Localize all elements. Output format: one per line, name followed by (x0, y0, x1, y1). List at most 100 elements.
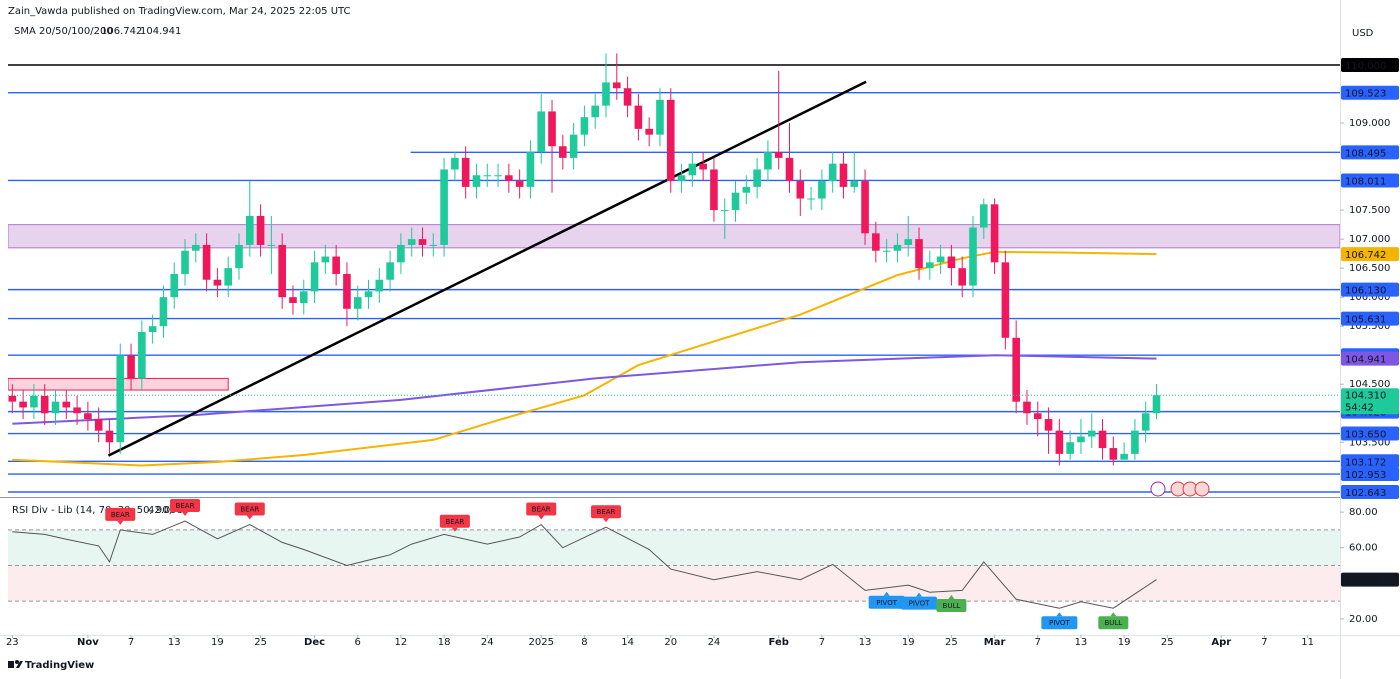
candle-body (1141, 413, 1150, 431)
signal-box (590, 505, 621, 519)
price-tag: 106.742 (1341, 247, 1399, 262)
sma-line (12, 354, 1157, 425)
x-tick-label: 7 (1035, 637, 1041, 648)
candle-body (1077, 436, 1085, 443)
signal-pointer (117, 520, 124, 525)
x-tick-label: 8 (581, 637, 587, 648)
candle-body (494, 175, 502, 177)
candle-body (623, 88, 632, 106)
signal: BEAR (105, 507, 136, 525)
signal-label: BEAR (240, 506, 259, 514)
candle-body (580, 117, 589, 135)
signal-pointer (602, 518, 609, 523)
price-tag-box (1341, 247, 1399, 262)
x-tick-label: 19 (211, 637, 224, 648)
rsi-band (8, 565, 1340, 602)
candle-body (1131, 430, 1139, 454)
signal-box (868, 595, 905, 609)
signal-label: BEAR (111, 511, 130, 519)
candle-body (105, 430, 114, 443)
price-tag: 105.631 (1341, 311, 1399, 326)
rsi-title: RSI Div - Lib (14, 70, 30, 50, 90) (12, 505, 173, 516)
y-tick-label: 80.00 (1349, 507, 1378, 518)
x-tick-label: 14 (621, 637, 634, 648)
y-tick-label: 109.000 (1349, 118, 1390, 129)
signal: BEAR (170, 499, 201, 517)
candle-body (990, 204, 999, 263)
signal-label: BEAR (445, 518, 464, 526)
candle-body (839, 163, 848, 187)
candle-body (19, 401, 27, 408)
price-tag-label: 106.130 (1345, 286, 1386, 297)
price-tag-box (1341, 485, 1399, 500)
signal-label: BEAR (176, 502, 195, 510)
x-tick-label: 13 (859, 637, 872, 648)
indicator-name: SMA 20/50/100/200 (14, 26, 113, 37)
candle-body (742, 186, 751, 193)
candle-body (440, 169, 448, 245)
x-tick-label: 25 (945, 637, 958, 648)
signal-pointer (1110, 612, 1117, 617)
candle-body (451, 157, 459, 170)
price-tag-box (1341, 311, 1399, 326)
price-tag-label: 102.953 (1345, 470, 1386, 481)
candle-body (73, 407, 81, 414)
candle-body (418, 239, 427, 245)
signal-label: PIVOT (876, 599, 897, 607)
candle-body (364, 291, 373, 298)
footer-logo: TradingView (8, 660, 94, 671)
candle-body (526, 152, 535, 187)
logo-part (15, 660, 19, 664)
price-tag-box (1341, 85, 1399, 100)
signal-pointer (538, 515, 545, 520)
countdown: 54:42 (1345, 402, 1374, 413)
y-tick-label: 106.000 (1349, 292, 1390, 303)
signal-box (1041, 616, 1078, 630)
candle-body (407, 239, 416, 245)
price-tag: 108.495 (1341, 145, 1399, 160)
signal: PIVOT (1041, 612, 1078, 630)
price-tag-label: 104.941 (1345, 355, 1386, 366)
candle-body (979, 204, 988, 228)
price-tag-label: 42.098 (1345, 576, 1380, 587)
x-tick-label: 7 (128, 637, 134, 648)
y-tick-label: 20.00 (1349, 614, 1378, 625)
signal-box (105, 507, 136, 521)
candle-body (461, 157, 470, 187)
candle-body (8, 395, 17, 402)
zone (8, 224, 1340, 249)
candle-body (602, 82, 610, 106)
price-tag: 106.130 (1341, 282, 1399, 297)
publisher: Zain_Vawda published on TradingView.com,… (8, 6, 351, 17)
candle-body (796, 181, 805, 199)
y-tick-label: 107.000 (1349, 234, 1390, 245)
candle-body (40, 395, 49, 414)
candle-body (159, 297, 168, 327)
candle-body (332, 256, 340, 274)
signal: BEAR (590, 505, 621, 523)
price-tag-label: 102.643 (1345, 488, 1386, 499)
signal-box (439, 514, 470, 528)
candle-body (472, 175, 481, 187)
price-tag: 102.953 (1341, 467, 1399, 482)
candle-body (245, 215, 254, 245)
price-tag-box (1341, 454, 1399, 469)
x-tick-label: 19 (902, 637, 915, 648)
rsi-value: 42.098 (148, 505, 183, 516)
signal-box (936, 599, 967, 613)
candle-body (656, 99, 664, 135)
x-tick-label: 2025 (529, 637, 554, 648)
signal: PIVOT (901, 592, 938, 610)
x-tick-label: 13 (168, 637, 181, 648)
rsi-line (12, 520, 1157, 609)
price-tag: 104.941 (1341, 351, 1399, 366)
candle-body (224, 268, 233, 286)
candle-body (1120, 453, 1128, 460)
candle-body (62, 401, 71, 408)
logo-part (16, 661, 23, 668)
candle-body (289, 297, 297, 303)
x-tick-label: 6 (355, 637, 361, 648)
signal: BULL (936, 595, 967, 613)
signal-pointer (1056, 612, 1063, 617)
